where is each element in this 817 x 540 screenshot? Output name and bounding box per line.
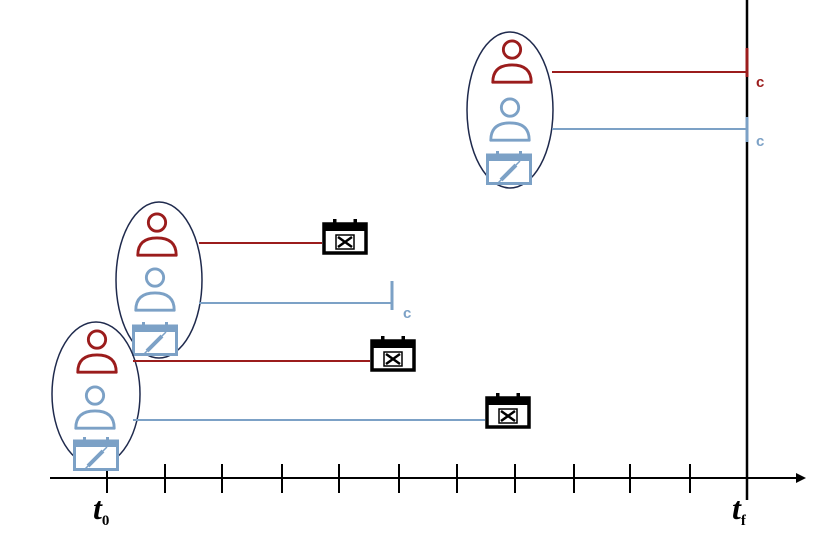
t0-label: t0 xyxy=(93,490,110,529)
person-icon xyxy=(76,329,118,374)
tf-subscript: f xyxy=(740,513,746,529)
pair-ellipse xyxy=(466,31,554,189)
calendar-syringe-icon xyxy=(486,151,532,185)
calendar-x-icon xyxy=(322,219,368,255)
person-icon xyxy=(489,97,531,142)
person-icon xyxy=(136,212,178,257)
person-icon xyxy=(74,385,116,430)
censor-label-mid-blue: c xyxy=(403,305,412,322)
matched-pair-3 xyxy=(466,31,749,189)
censor-label-top-blue: c xyxy=(756,133,765,150)
matched-pair-2 xyxy=(115,201,394,359)
tf-main: t xyxy=(732,490,741,526)
calendar-x-icon xyxy=(485,393,531,429)
tf-label: tf xyxy=(732,490,746,529)
person-icon xyxy=(134,267,176,312)
calendar-syringe-icon xyxy=(132,322,178,356)
pair-ellipse xyxy=(115,201,203,359)
censor-label-top-red: c xyxy=(756,74,765,91)
person-icon xyxy=(491,39,533,84)
time-axis xyxy=(50,0,806,500)
calendar-syringe-icon xyxy=(73,437,119,471)
t0-subscript: 0 xyxy=(101,513,110,529)
t0-main: t xyxy=(93,490,102,526)
matched-pair-1 xyxy=(51,321,531,471)
calendar-x-icon xyxy=(370,336,416,372)
